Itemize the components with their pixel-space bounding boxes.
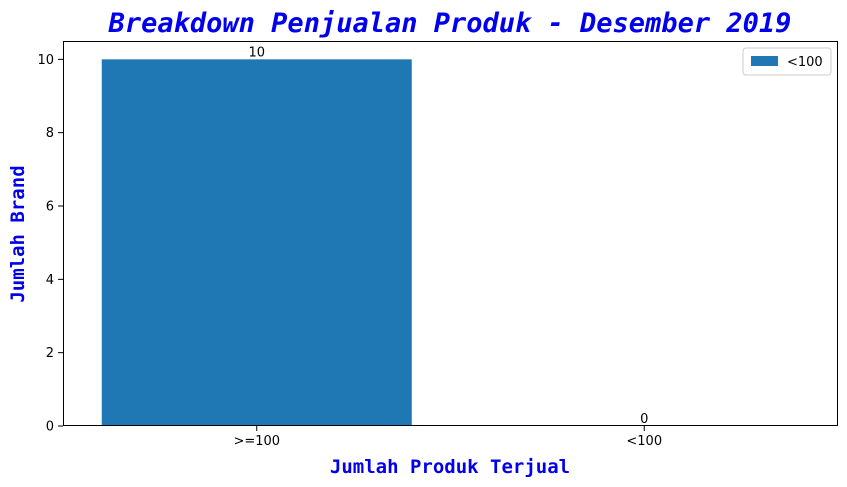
legend-label: <100 (787, 55, 823, 70)
legend-box (742, 47, 832, 76)
legend: <100 (742, 47, 832, 76)
y-tick-label: 2 (46, 346, 54, 361)
x-tick-label: >=100 (233, 434, 280, 449)
bar-1 (101, 59, 412, 426)
data-label: 10 (248, 45, 265, 60)
data-label: 0 (640, 412, 648, 427)
y-tick-label: 4 (46, 273, 54, 288)
y-tick-label: 8 (46, 126, 54, 141)
plot-frame (63, 41, 838, 426)
y-tick-label: 6 (46, 200, 54, 215)
y-tick-label: 0 (46, 420, 54, 435)
legend-swatch (751, 56, 778, 66)
x-tick-label: <100 (626, 434, 662, 449)
plot-area: 10 >=100 0 <100 0 2 4 6 8 10 <100 (37, 41, 838, 449)
y-axis-label: Jumlah Brand (7, 165, 29, 302)
y-tick-label: 10 (37, 53, 54, 68)
chart-title: Breakdown Penjualan Produk - Desember 20… (108, 8, 792, 39)
x-axis-label: Jumlah Produk Terjual (330, 456, 570, 478)
